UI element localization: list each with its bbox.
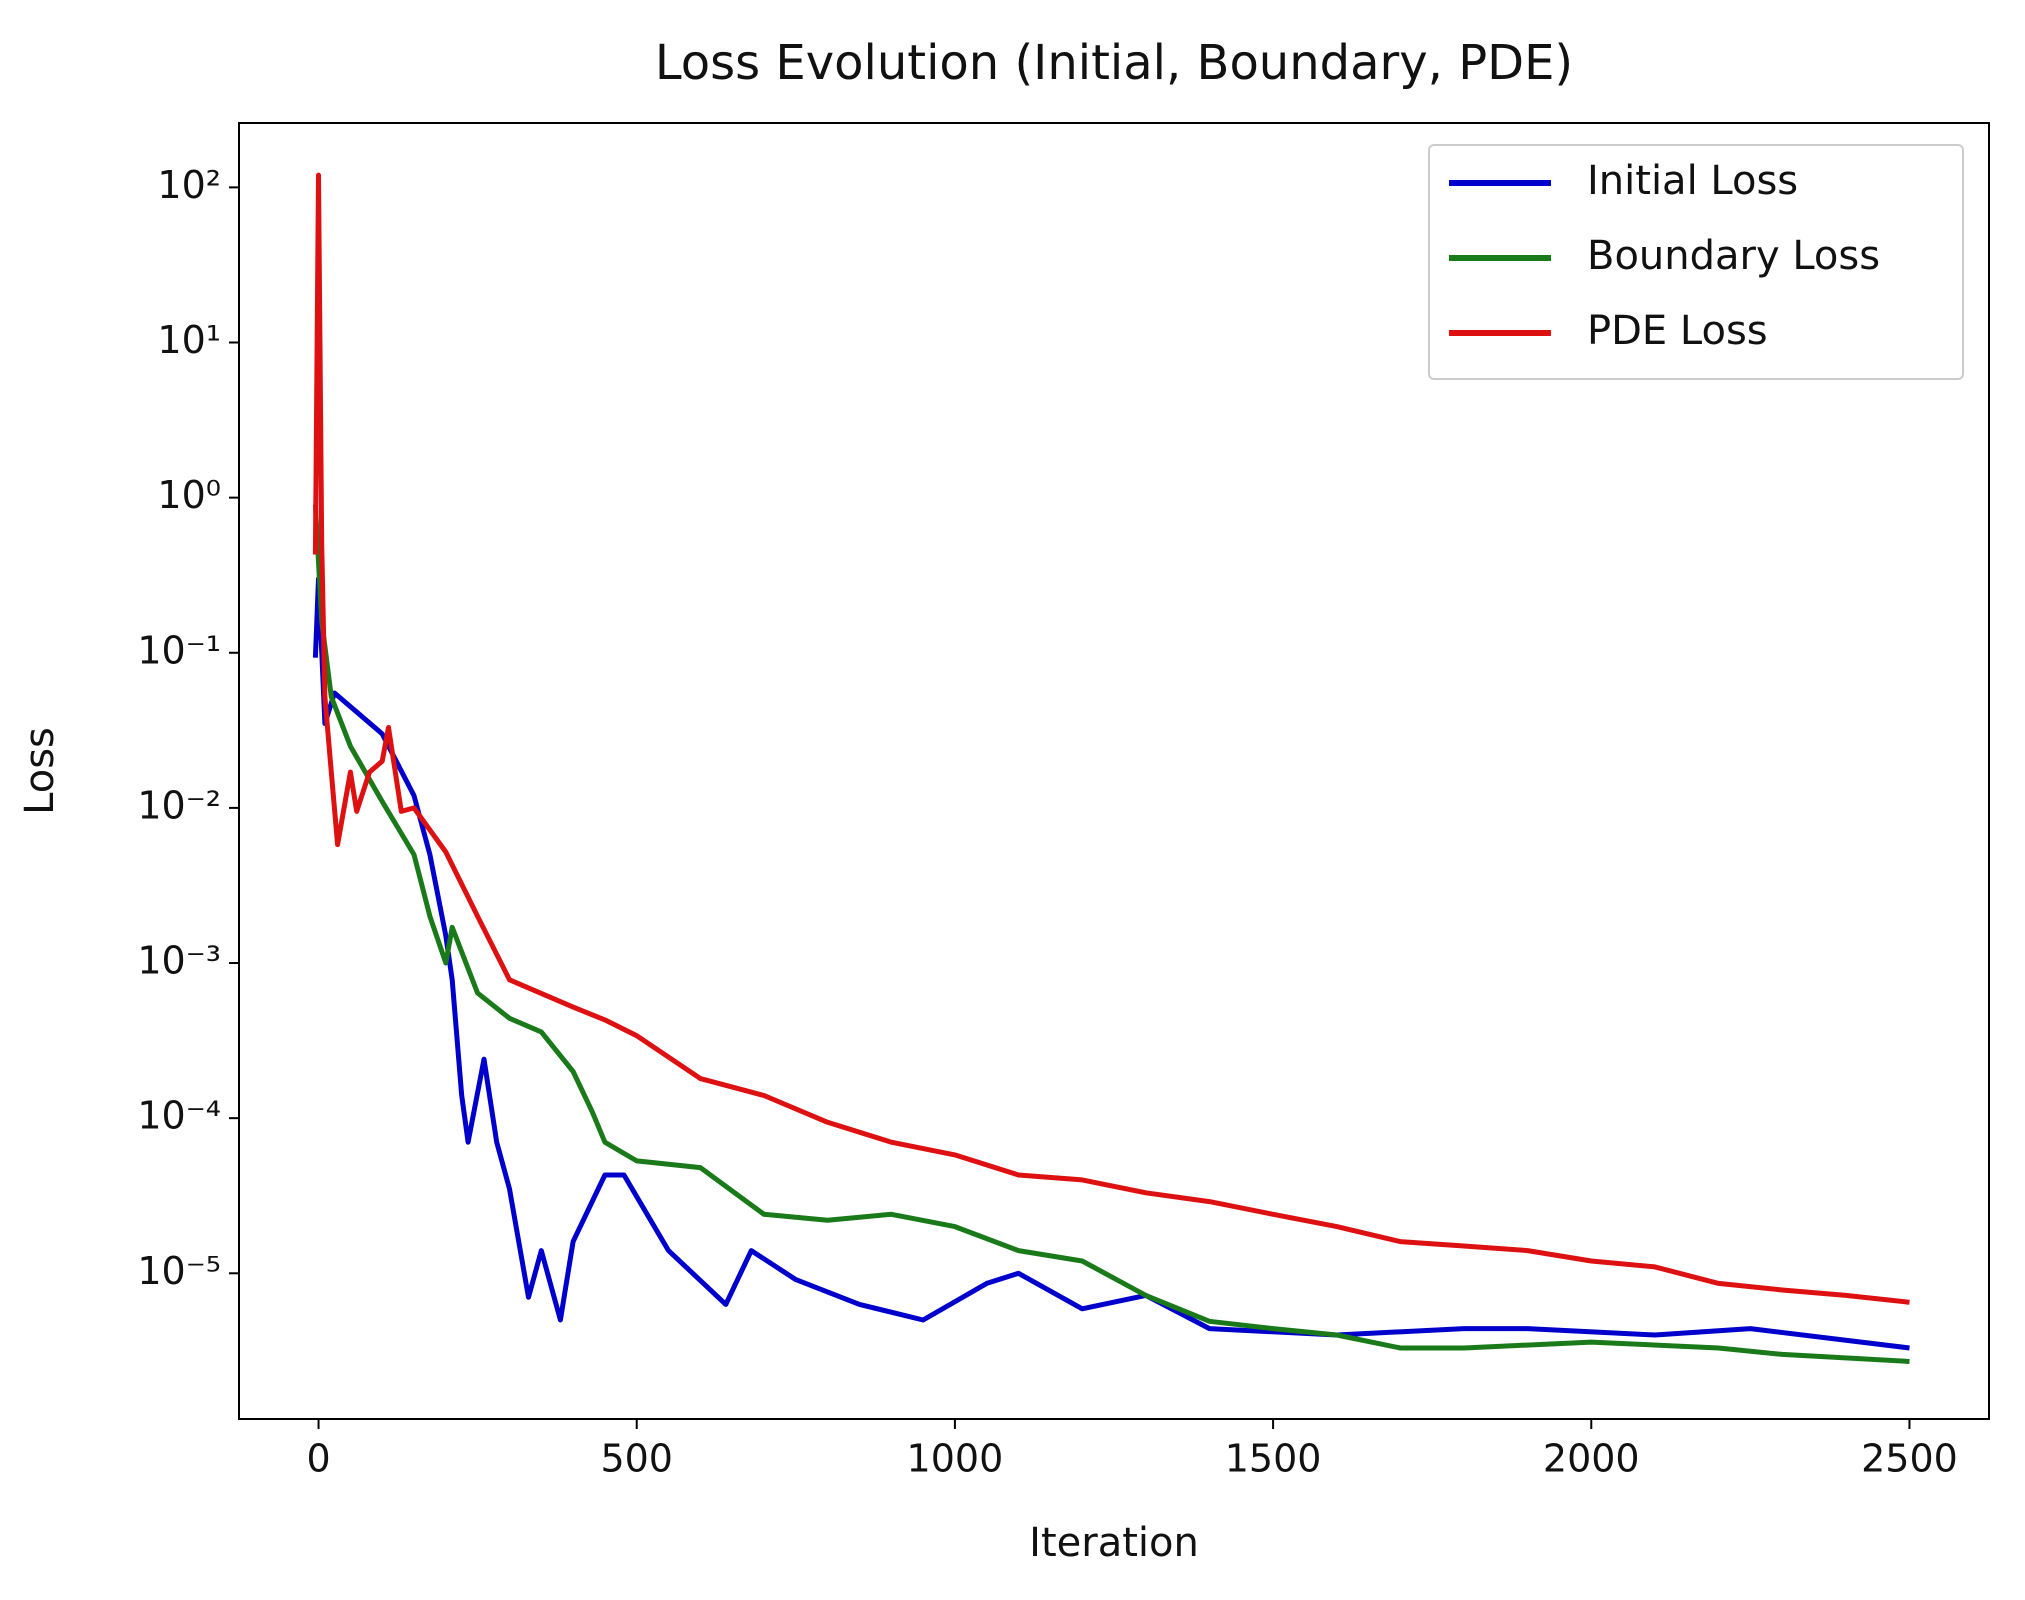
legend-label: PDE Loss bbox=[1587, 308, 1768, 354]
y-tick-label: 10¹ bbox=[157, 318, 221, 362]
series-line bbox=[312, 172, 1910, 1305]
x-tick-label: 0 bbox=[306, 1437, 330, 1481]
series-line bbox=[312, 504, 1910, 1364]
x-tick-label: 1500 bbox=[1225, 1437, 1322, 1481]
plot-frame bbox=[238, 122, 1990, 1420]
y-tick-label: 10⁻⁵ bbox=[137, 1249, 221, 1293]
y-tick-label: 10⁻¹ bbox=[137, 628, 221, 672]
y-tick-label: 10⁰ bbox=[157, 473, 221, 517]
y-tick-label: 10⁻⁴ bbox=[137, 1094, 221, 1138]
y-tick-label: 10⁻² bbox=[137, 783, 221, 827]
x-tick-label: 2000 bbox=[1543, 1437, 1640, 1481]
series-line bbox=[312, 576, 1910, 1351]
x-tick-label: 500 bbox=[600, 1437, 673, 1481]
x-tick-label: 2500 bbox=[1861, 1437, 1958, 1481]
x-tick-label: 1000 bbox=[907, 1437, 1004, 1481]
x-axis-label: Iteration bbox=[1029, 1520, 1199, 1566]
y-tick-label: 10⁻³ bbox=[137, 939, 221, 983]
chart-title: Loss Evolution (Initial, Boundary, PDE) bbox=[655, 35, 1573, 91]
legend-label: Boundary Loss bbox=[1587, 233, 1880, 279]
legend-label: Initial Loss bbox=[1587, 158, 1798, 204]
y-axis-label: Loss bbox=[17, 727, 63, 815]
legend-box bbox=[1428, 144, 1964, 380]
y-tick-label: 10² bbox=[157, 163, 221, 207]
